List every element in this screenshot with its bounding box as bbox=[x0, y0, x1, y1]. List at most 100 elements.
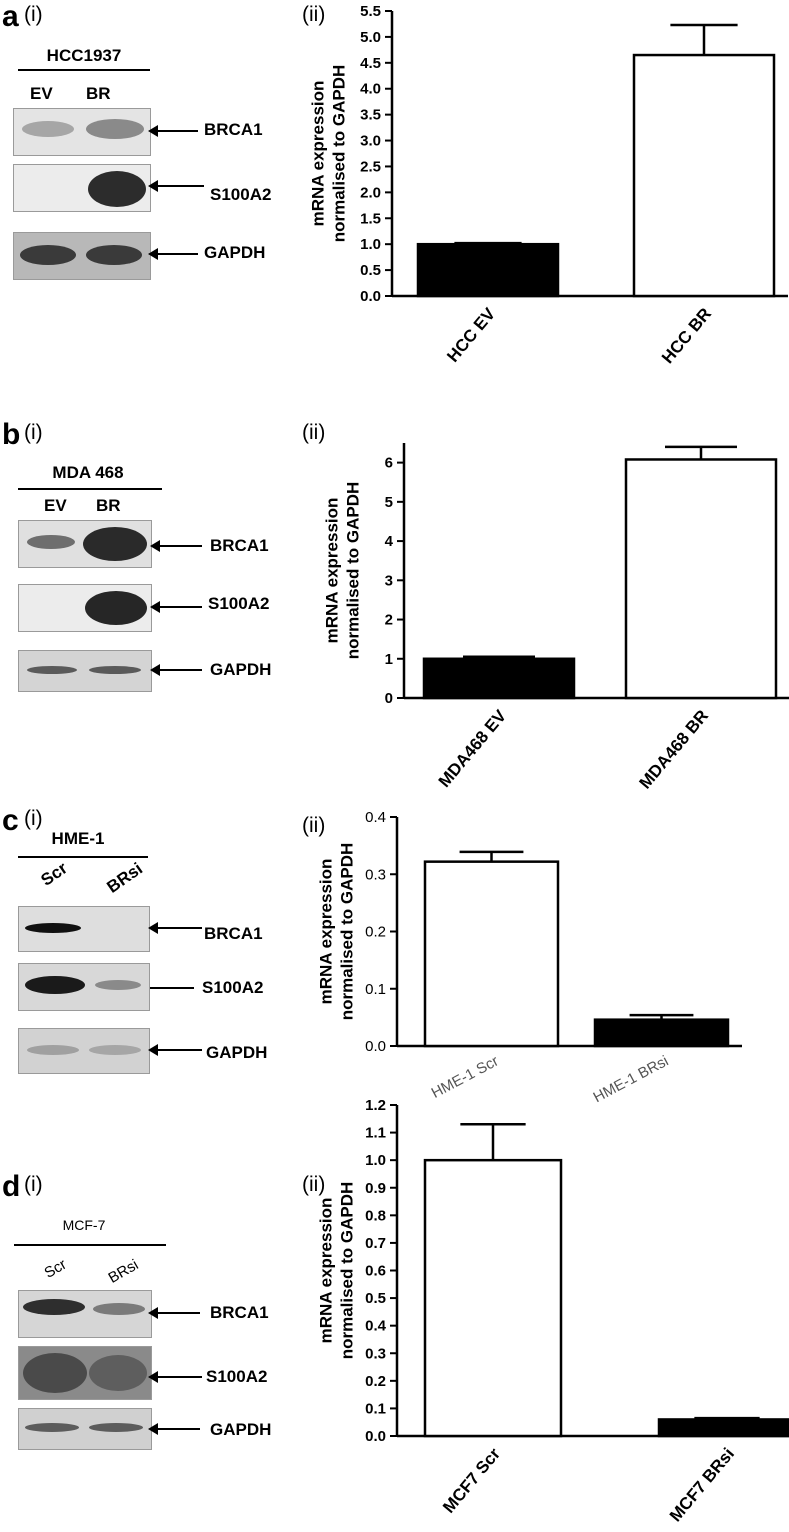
panel-letter: b bbox=[2, 418, 21, 451]
y-tick-label: 2.5 bbox=[360, 158, 381, 175]
band bbox=[86, 119, 144, 139]
band bbox=[23, 1299, 85, 1315]
blot-brca1 bbox=[18, 906, 150, 952]
blot-gapdh bbox=[13, 232, 151, 280]
blot-brca1 bbox=[18, 1290, 152, 1338]
band bbox=[22, 121, 74, 137]
arrow-gapdh bbox=[148, 1044, 202, 1056]
arrow-brca1 bbox=[150, 540, 202, 552]
cell-line-title: HCC1937 bbox=[46, 46, 122, 65]
chart-sublabel: (ii) bbox=[302, 421, 326, 444]
y-tick-label: 2.0 bbox=[360, 184, 381, 201]
panel-letter: d bbox=[2, 1170, 21, 1203]
y-tick-label: 4 bbox=[385, 533, 394, 550]
band bbox=[95, 980, 141, 990]
chart-sublabel: (ii) bbox=[302, 3, 326, 26]
blot-gapdh bbox=[18, 650, 152, 692]
blot-s100a2 bbox=[13, 164, 151, 212]
arrow-s100a2 bbox=[148, 180, 204, 192]
band bbox=[86, 245, 142, 265]
cell-line-divider bbox=[18, 488, 162, 490]
band bbox=[25, 976, 85, 994]
y-tick-label: 2 bbox=[385, 612, 393, 629]
bar bbox=[632, 53, 776, 298]
panel-a: a (i) (ii) HCC1937 EV BR BRCA1 S100A2 GA… bbox=[0, 0, 789, 380]
y-tick-label: 0.1 bbox=[365, 1400, 386, 1417]
arrow-brca1 bbox=[148, 125, 198, 137]
bar bbox=[624, 458, 778, 700]
y-tick-label: 0.0 bbox=[365, 1038, 386, 1055]
blot-s100a2 bbox=[18, 963, 150, 1011]
y-tick-label: 0.3 bbox=[365, 1345, 386, 1362]
band bbox=[89, 1355, 147, 1391]
arrow-s100a2 bbox=[150, 601, 202, 613]
y-tick-label: 0.0 bbox=[365, 1428, 386, 1445]
chart-panel-a: 0.0 0.5 1.0 1.5 2.0 2.5 3.0 3.5 4.0 4.5 5.0 5.5 mRNA… bbox=[309, 3, 788, 367]
cell-line-divider bbox=[18, 856, 148, 858]
blot-sublabel: (i) bbox=[24, 3, 43, 26]
chart-sublabel: (ii) bbox=[302, 1173, 326, 1196]
y-tick-label: 0.4 bbox=[365, 809, 386, 826]
s100a2-tick bbox=[150, 987, 194, 989]
bar bbox=[423, 1158, 563, 1438]
protein-label: S100A2 bbox=[206, 1367, 268, 1386]
blot-brca1 bbox=[18, 520, 152, 568]
y-tick-label: 0.2 bbox=[365, 924, 386, 941]
x-category-label: MCF7 BRsi bbox=[666, 1444, 738, 1525]
y-tick-label: 3 bbox=[385, 572, 393, 589]
protein-label: BRCA1 bbox=[204, 924, 263, 943]
protein-label: BRCA1 bbox=[204, 120, 263, 139]
y-tick-label: 0.5 bbox=[365, 1290, 386, 1307]
cell-line-title: MCF-7 bbox=[62, 1217, 106, 1233]
arrow-gapdh bbox=[148, 248, 198, 260]
blot-sublabel: (i) bbox=[24, 1173, 43, 1196]
y-tick-label: 1.1 bbox=[365, 1125, 386, 1142]
lane-label: EV bbox=[44, 496, 67, 515]
band bbox=[89, 1045, 141, 1055]
band bbox=[27, 1045, 79, 1055]
arrow-brca1 bbox=[148, 922, 202, 934]
band bbox=[89, 1423, 143, 1432]
y-tick-label: 0.8 bbox=[365, 1207, 386, 1224]
band bbox=[23, 1353, 87, 1393]
chart-sublabel: (ii) bbox=[302, 814, 326, 837]
y-tick-label: 0.7 bbox=[365, 1235, 386, 1252]
y-axis-label: mRNA expression normalised to GAPDH bbox=[317, 1182, 357, 1360]
lane-label: BR bbox=[86, 84, 111, 103]
cell-line-divider bbox=[14, 1244, 166, 1246]
band bbox=[83, 527, 147, 561]
arrow-gapdh bbox=[148, 1423, 200, 1435]
y-tick-label: 1.5 bbox=[360, 210, 381, 227]
band bbox=[27, 666, 77, 674]
lane-label: EV bbox=[30, 84, 53, 103]
y-axis-label-line: mRNA expression bbox=[323, 498, 342, 644]
band bbox=[85, 591, 147, 625]
y-axis-label-line: mRNA expression bbox=[317, 859, 336, 1005]
y-tick-label: 1.0 bbox=[360, 236, 381, 253]
y-tick-label: 5 bbox=[385, 494, 393, 511]
cell-line-title: MDA 468 bbox=[52, 463, 124, 482]
y-tick-label: 3.5 bbox=[360, 107, 381, 124]
lane-label: BR bbox=[96, 496, 121, 515]
cell-line-title: HME-1 bbox=[51, 829, 105, 848]
blot-sublabel: (i) bbox=[24, 807, 43, 830]
band bbox=[25, 1423, 79, 1432]
band bbox=[25, 923, 81, 933]
y-tick-label: 1.2 bbox=[365, 1097, 386, 1114]
chart-panel-b: 0 1 2 3 4 5 6 mRNA expression normalised to GAPD… bbox=[323, 443, 789, 792]
blot-sublabel: (i) bbox=[24, 421, 43, 444]
bar bbox=[416, 242, 560, 298]
protein-label: GAPDH bbox=[204, 243, 266, 262]
y-tick-label: 5.0 bbox=[360, 29, 381, 46]
y-axis-label-line: mRNA expression bbox=[309, 81, 328, 227]
protein-label: GAPDH bbox=[206, 1043, 268, 1062]
y-tick-label: 0.3 bbox=[365, 866, 386, 883]
y-tick-label: 0.6 bbox=[365, 1263, 386, 1280]
protein-label: S100A2 bbox=[208, 594, 270, 613]
protein-label: GAPDH bbox=[210, 660, 272, 679]
y-tick-label: 0 bbox=[385, 690, 393, 707]
y-axis-label-line: normalised to GAPDH bbox=[344, 482, 363, 660]
y-tick-label: 3.0 bbox=[360, 133, 381, 150]
